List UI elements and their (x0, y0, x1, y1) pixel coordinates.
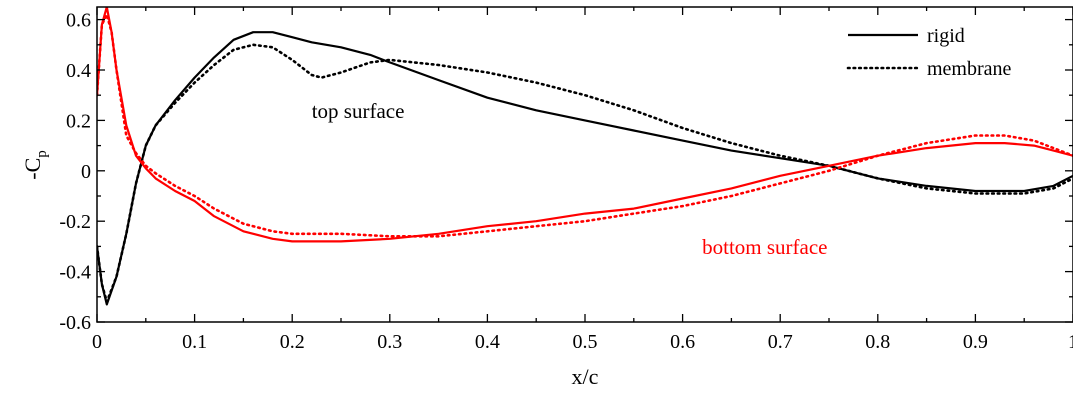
y-tick-label: 0 (81, 161, 91, 183)
y-tick-label: 0.4 (66, 60, 91, 82)
y-axis-title: -Cp (20, 150, 50, 180)
series-layer (97, 7, 1073, 306)
x-tick-label: 0 (92, 331, 102, 353)
y-axis-title-group: -Cp (20, 150, 50, 180)
series-line-bottom-surface-membrane (97, 13, 1073, 238)
y-tick-label: 0.2 (66, 110, 91, 132)
legend-label-rigid: rigid (927, 25, 965, 47)
x-tick-label: 1 (1068, 331, 1073, 353)
legend: rigid membrane (846, 25, 1012, 80)
ticks-layer (96, 7, 1073, 323)
x-tick-label: 0.1 (182, 331, 207, 353)
x-tick-label: 0.7 (768, 331, 793, 353)
tick-labels-layer: 0 0.1 0.2 0.3 0.4 0.5 0.6 0.7 0.8 0.9 1 -0.6 -0.4 -0.… (59, 10, 1073, 353)
y-tick-label: -0.6 (59, 312, 91, 334)
annotation-bottom-surface: bottom surface (702, 235, 827, 259)
series-line-top-surface-membrane (97, 43, 1073, 304)
y-axis-title-subscript: p (34, 150, 50, 158)
x-tick-label: 0.3 (377, 331, 402, 353)
plot-frame (96, 6, 1073, 323)
x-tick-label: 0.4 (475, 331, 500, 353)
x-tick-label: 0.5 (573, 331, 598, 353)
x-tick-label: 0.6 (670, 331, 695, 353)
x-tick-label: 0.8 (865, 331, 890, 353)
y-tick-label: -0.4 (59, 262, 91, 284)
x-tick-label: 0.2 (280, 331, 305, 353)
legend-label-membrane: membrane (927, 58, 1012, 80)
x-axis-title: x/c (572, 364, 599, 389)
x-tick-label: 0.9 (963, 331, 988, 353)
y-axis-title-main: -C (20, 158, 45, 180)
y-tick-label: -0.2 (59, 211, 91, 233)
y-tick-label: 0.6 (66, 10, 91, 32)
series-line-bottom-surface-rigid (97, 7, 1073, 243)
annotation-top-surface: top surface (312, 99, 405, 123)
